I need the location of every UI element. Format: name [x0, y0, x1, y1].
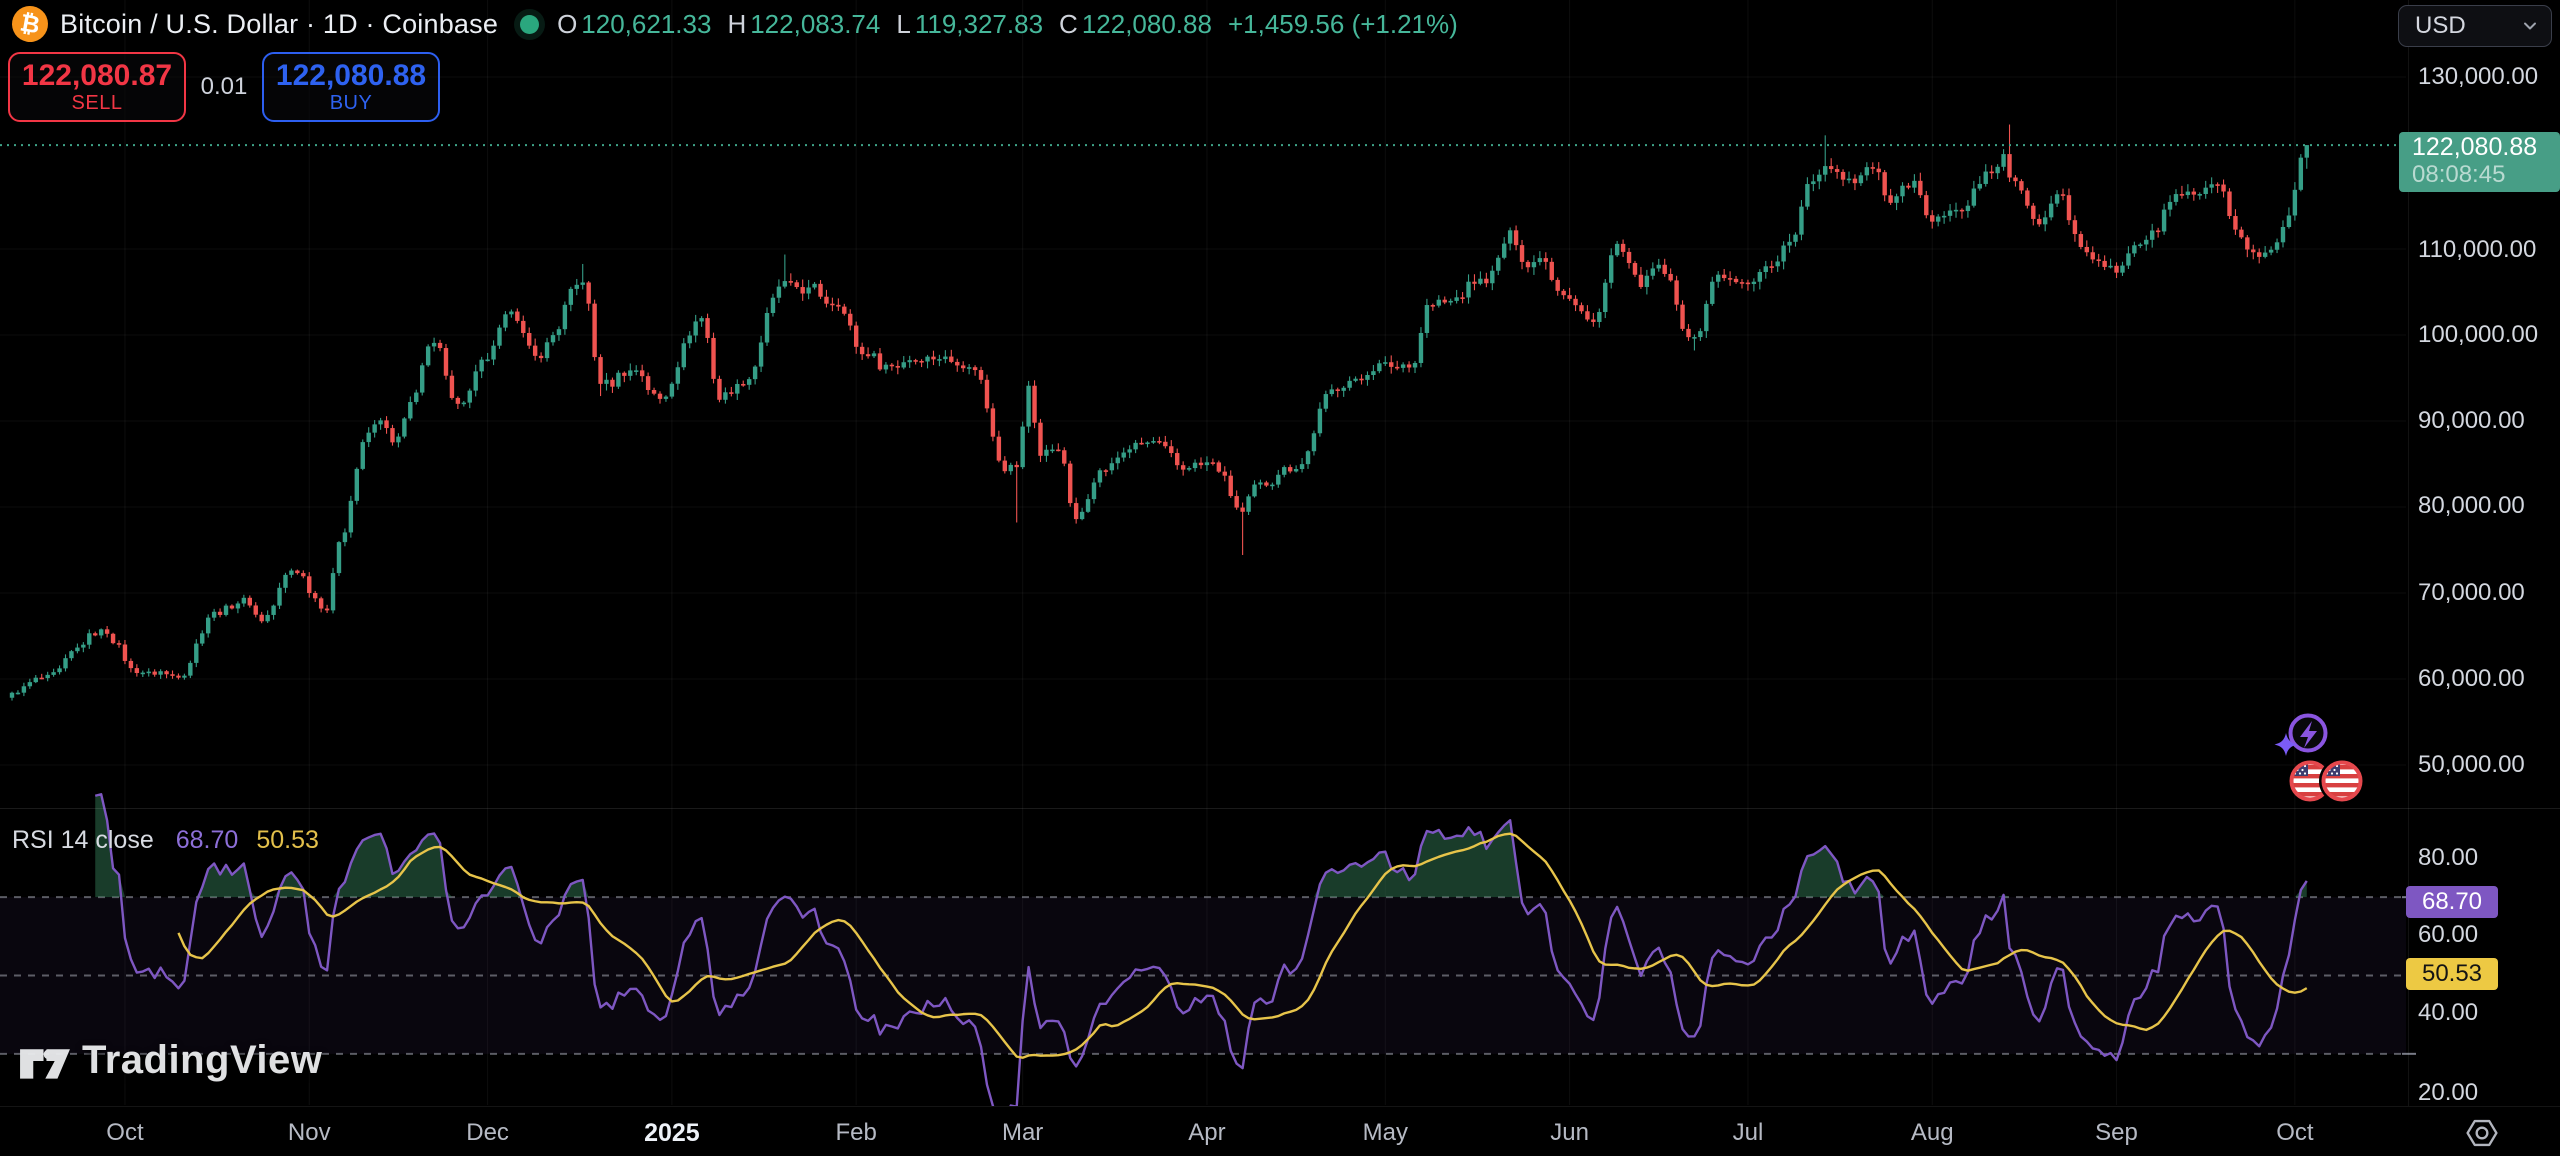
rsi-title[interactable]: RSI 14 close: [12, 826, 154, 854]
bitcoin-logo-icon: ₿: [9, 3, 51, 45]
grid-lines: [0, 0, 2406, 1105]
price-tick: 60,000.00: [2418, 665, 2525, 692]
rsi-ma-line: [177, 832, 2308, 1059]
trade-panel: 122,080.87 SELL 0.01 122,080.88 BUY: [8, 52, 440, 122]
close-value: 122,080.88: [1081, 8, 1212, 39]
change-value: +1,459.56 (+1.21%): [1227, 8, 1458, 39]
tradingview-logo-icon: [20, 1048, 70, 1079]
symbol-title[interactable]: Bitcoin / U.S. Dollar · 1D · Coinbase: [60, 8, 499, 39]
open-value: 120,621.33: [581, 8, 712, 39]
pane-separator[interactable]: [0, 808, 2560, 809]
buy-price: 122,080.88: [275, 58, 427, 92]
lightning-event-icon[interactable]: [2263, 708, 2353, 768]
market-status-icon[interactable]: [520, 14, 540, 34]
low-value: 119,327.83: [914, 8, 1044, 39]
rsi-tick: 60.00: [2418, 921, 2479, 948]
rsi-value: 68.70: [175, 826, 239, 854]
rsi-tick: 20.00: [2418, 1079, 2479, 1106]
bar-countdown: 08:08:45: [2412, 161, 2506, 188]
currency-value: USD: [2415, 12, 2466, 39]
time-label: Mar: [1001, 1119, 1044, 1146]
time-label-year: 2025: [644, 1119, 700, 1147]
time-label: Nov: [287, 1119, 331, 1146]
current-price-value: 122,080.88: [2412, 133, 2538, 161]
close-label: C: [1059, 8, 1078, 39]
open-label: O: [557, 8, 578, 39]
gear-icon[interactable]: [2466, 1118, 2498, 1148]
low-label: L: [896, 8, 911, 39]
rsi-tick: 40.00: [2418, 999, 2479, 1026]
watermark-brand-text: TradingView: [82, 1038, 323, 1082]
tradingview-watermark: TradingView: [20, 1038, 322, 1083]
time-label: Oct: [106, 1119, 144, 1146]
time-axis[interactable]: Oct Nov Dec 2025 Feb Mar Apr May Jun Jul…: [0, 1106, 2560, 1156]
time-label: Jun: [1550, 1119, 1589, 1146]
price-tick: 50,000.00: [2418, 751, 2525, 778]
rsi-ma-value: 50.53: [256, 826, 319, 854]
sell-price: 122,080.87: [21, 58, 173, 92]
price-tick: 110,000.00: [2418, 236, 2537, 263]
high-label: H: [727, 8, 747, 39]
price-tick: 100,000.00: [2418, 321, 2539, 348]
high-value: 122,083.74: [750, 8, 881, 39]
price-tick: 90,000.00: [2418, 407, 2525, 434]
symbol-header: ₿ Bitcoin / U.S. Dollar · 1D · Coinbase …: [0, 0, 2402, 48]
spread-value: 0.01: [200, 73, 248, 100]
chevron-down-icon: [2524, 22, 2536, 30]
rsi-ma-badge: 50.53: [2406, 958, 2498, 990]
sell-button[interactable]: 122,080.87 SELL: [8, 52, 186, 122]
rsi-overbought-fill: [95, 794, 2307, 898]
time-label: Jul: [1732, 1119, 1764, 1146]
sell-label: SELL: [71, 92, 123, 115]
price-tick: 70,000.00: [2418, 579, 2525, 606]
rsi-value-badge: 68.70: [2406, 886, 2498, 918]
time-label: Sep: [2095, 1119, 2138, 1146]
rsi-tick: 80.00: [2418, 844, 2479, 871]
price-tick: 80,000.00: [2418, 492, 2525, 519]
time-label: Dec: [466, 1119, 509, 1146]
time-label: Aug: [1910, 1119, 1954, 1146]
time-label: Feb: [835, 1119, 877, 1146]
price-tick: 130,000.00: [2418, 63, 2539, 90]
candles: [9, 124, 2309, 701]
ohlc-values: O 120,621.33 H 122,083.74 L 119,327.83 C…: [557, 9, 1458, 40]
currency-dropdown[interactable]: USD: [2398, 5, 2552, 47]
us-flag-event-icon[interactable]: [2285, 757, 2369, 807]
buy-label: BUY: [329, 92, 373, 115]
buy-button[interactable]: 122,080.88 BUY: [262, 52, 440, 122]
rsi-line: [94, 793, 2308, 1124]
price-axis-separator: [2408, 0, 2409, 1106]
rsi-indicator-header: RSI 14 close 68.70 50.53: [12, 826, 319, 855]
time-label: Apr: [1188, 1119, 1226, 1146]
time-label: Oct: [2276, 1119, 2314, 1146]
current-price-badge: 122,080.88 08:08:45: [2399, 132, 2560, 192]
time-label: May: [1362, 1119, 1408, 1146]
